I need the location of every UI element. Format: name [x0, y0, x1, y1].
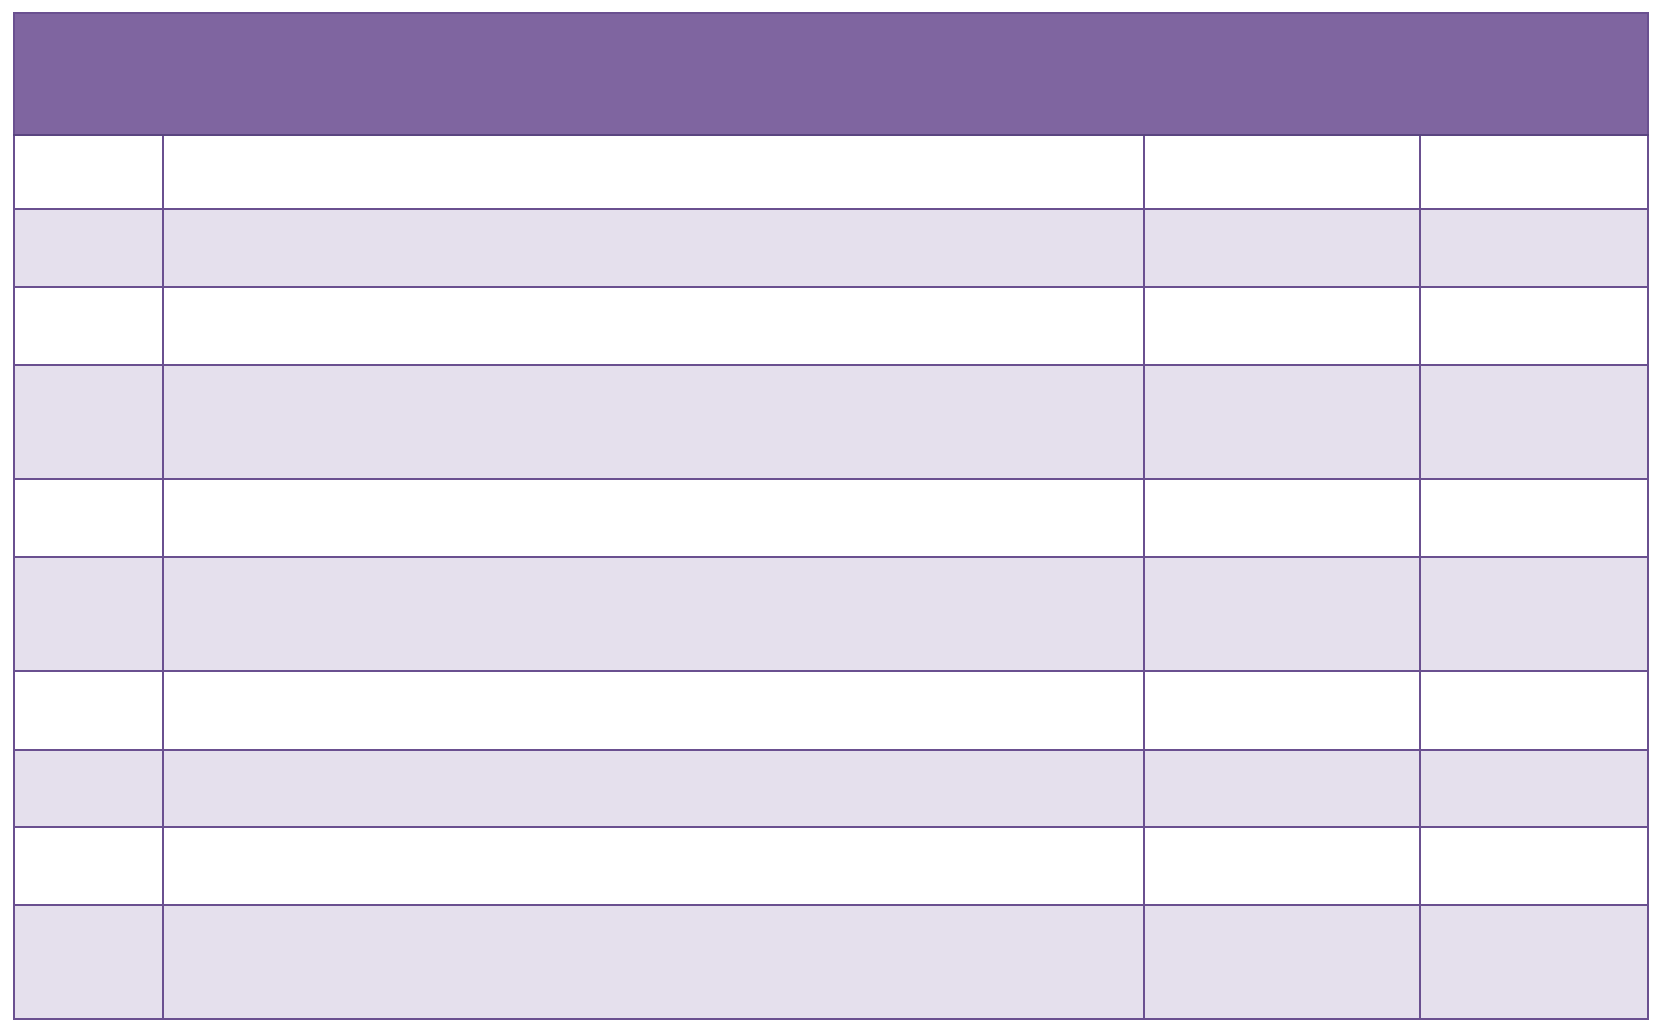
table-row	[13, 286, 1649, 366]
table-cell	[162, 670, 1145, 751]
table-cell	[162, 478, 1145, 558]
table-cell	[1419, 208, 1649, 288]
table-row	[13, 134, 1649, 210]
table-cell	[162, 364, 1145, 480]
table-cell	[1143, 208, 1421, 288]
table-row	[13, 904, 1649, 1020]
table-body	[13, 134, 1649, 1020]
table-header	[13, 12, 1649, 136]
table-cell	[162, 208, 1145, 288]
table-cell	[162, 556, 1145, 672]
table-cell	[162, 134, 1145, 210]
table-cell	[13, 556, 164, 672]
table-cell	[1143, 364, 1421, 480]
table-cell	[1143, 556, 1421, 672]
table-cell	[13, 208, 164, 288]
table-cell	[13, 670, 164, 751]
table-cell	[1419, 478, 1649, 558]
table-cell	[13, 286, 164, 366]
table-cell	[1419, 826, 1649, 906]
table-cell	[1419, 904, 1649, 1020]
table-row	[13, 364, 1649, 480]
table-cell	[1143, 134, 1421, 210]
table-cell	[13, 134, 164, 210]
table-cell	[1419, 556, 1649, 672]
table-cell	[1143, 826, 1421, 906]
table-cell	[13, 478, 164, 558]
table-cell	[1419, 134, 1649, 210]
data-table	[13, 12, 1649, 1020]
table-cell	[1419, 364, 1649, 480]
table-cell	[13, 749, 164, 828]
table-cell	[162, 826, 1145, 906]
table-cell	[13, 826, 164, 906]
table-cell	[1419, 670, 1649, 751]
table-cell	[1143, 286, 1421, 366]
table-row	[13, 749, 1649, 828]
table-row	[13, 208, 1649, 288]
table-cell	[1143, 478, 1421, 558]
table-row	[13, 556, 1649, 672]
table-cell	[162, 904, 1145, 1020]
table-header-row	[13, 12, 1649, 136]
table-cell	[162, 286, 1145, 366]
table-cell	[1419, 749, 1649, 828]
table-row	[13, 826, 1649, 906]
table-cell	[13, 364, 164, 480]
table-cell	[1143, 749, 1421, 828]
table-cell	[1143, 670, 1421, 751]
table-cell	[162, 749, 1145, 828]
table-cell	[1143, 904, 1421, 1020]
table-cell	[1419, 286, 1649, 366]
table-row	[13, 478, 1649, 558]
table-row	[13, 670, 1649, 751]
table-cell	[13, 904, 164, 1020]
